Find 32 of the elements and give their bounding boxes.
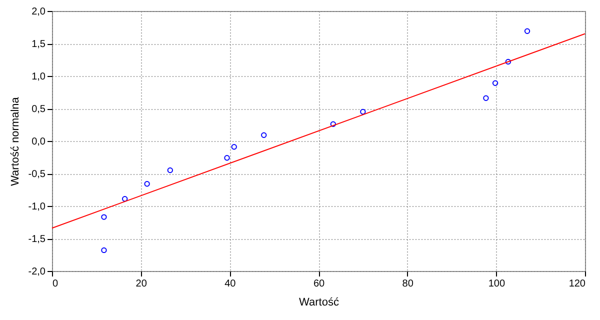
y-axis-title: Wartość normalna — [9, 96, 22, 186]
y-tick-label: 2,0 — [32, 6, 46, 18]
x-tick-label: 100 — [488, 278, 506, 290]
point — [524, 28, 530, 34]
point — [231, 144, 237, 150]
point — [101, 214, 107, 220]
point — [492, 80, 498, 86]
y-tick-label: 0,5 — [32, 104, 46, 115]
x-tick-label: 120 — [568, 278, 586, 290]
y-tick-label: 1,5 — [32, 39, 46, 50]
x-tick-label: 40 — [224, 278, 236, 290]
x-tick-label: 60 — [313, 278, 325, 290]
point — [360, 108, 366, 115]
point — [505, 58, 512, 65]
x-axis-title: Wartość — [299, 296, 340, 308]
y-tick-label: -1,5 — [28, 234, 46, 245]
x-tick-label: 0 — [52, 278, 58, 290]
point — [122, 196, 128, 202]
y-tick-label: -0,5 — [28, 169, 46, 180]
point — [330, 121, 336, 127]
point — [101, 247, 107, 254]
point — [167, 167, 173, 174]
y-tick-label: -1,0 — [28, 202, 46, 212]
point — [261, 132, 267, 138]
y-tick-label: 1,0 — [32, 72, 46, 82]
point — [224, 155, 230, 161]
x-tick-label: 80 — [402, 278, 414, 290]
y-tick-label: 0,0 — [32, 136, 46, 148]
point — [144, 181, 150, 187]
x-tick-label: 20 — [136, 278, 148, 290]
y-tick-label: -2,0 — [28, 266, 46, 278]
point — [483, 95, 489, 101]
